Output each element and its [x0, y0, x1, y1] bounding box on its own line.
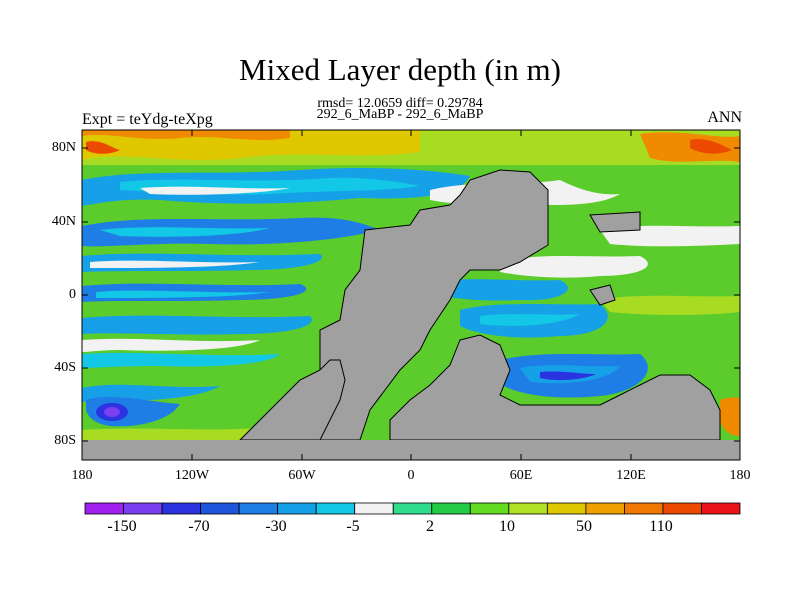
lon-label-60e: 60E — [509, 468, 533, 483]
se-orange — [720, 397, 740, 436]
lon-label-60w: 60W — [288, 468, 316, 483]
colorbar-swatch — [701, 502, 741, 515]
east-lime — [600, 295, 740, 315]
lon-ticks — [81, 130, 741, 460]
colorbar-swatch — [200, 502, 240, 515]
landmass-small-island — [589, 284, 616, 306]
landmass-east-island — [589, 211, 641, 233]
colorbar-label: 110 — [649, 518, 673, 535]
colorbar-swatch — [123, 502, 163, 515]
colorbar-label: 10 — [499, 518, 515, 535]
plot-title: Mixed Layer depth (in m) — [239, 52, 561, 87]
lon-label-180e: 180 — [729, 468, 751, 483]
plot-subtitle: 292_6_MaBP - 292_6_MaBP — [316, 107, 484, 122]
colorbar-swatch — [431, 502, 471, 515]
midlat-white-2 — [90, 260, 260, 268]
arctic-red-west — [86, 141, 120, 154]
eq-cyan — [96, 290, 270, 298]
map-field — [82, 130, 740, 460]
colorbar-label: 50 — [576, 518, 592, 535]
colorbar-swatch — [354, 502, 394, 515]
season-label: ANN — [707, 109, 742, 126]
colorbar-label: -150 — [107, 518, 137, 535]
lat-label-40n: 40N — [51, 214, 76, 229]
atl-white — [500, 256, 648, 278]
landmass-antarctic — [82, 440, 740, 460]
colorbar-swatch — [277, 502, 317, 515]
colorbar-swatch — [315, 502, 356, 515]
experiment-label: Expt = teYdg-teXpg — [82, 111, 213, 128]
lat-label-80s: 80S — [54, 433, 76, 448]
lat-label-40s: 40S — [54, 360, 76, 375]
atl-cyan — [480, 314, 580, 326]
landmass-southwest — [238, 359, 346, 441]
lat-ticks — [82, 147, 740, 442]
landmass-main — [319, 169, 549, 441]
colorbar-swatch — [624, 502, 664, 515]
colorbar-swatch — [546, 502, 587, 515]
colorbar-swatch — [238, 502, 279, 515]
indian-deep — [540, 371, 596, 381]
arctic-orange — [82, 130, 290, 140]
lat-label-0: 0 — [69, 287, 76, 302]
colorbar-swatch — [585, 502, 625, 515]
arctic-red-east — [690, 139, 732, 154]
colorbar-label: 2 — [426, 518, 434, 535]
south-purple — [104, 407, 120, 417]
colorbar-label: -30 — [265, 518, 287, 535]
colorbar-swatch — [662, 502, 702, 515]
colorbar-swatch — [84, 502, 124, 515]
landmass-south — [389, 334, 721, 441]
atl-blue — [430, 279, 568, 301]
colorbar-swatch — [508, 502, 548, 515]
south-blue-1 — [82, 315, 312, 335]
lon-label-120e: 120E — [616, 468, 646, 483]
lon-label-120w: 120W — [174, 468, 210, 483]
lon-label-0: 0 — [407, 468, 415, 483]
colorbar-swatch — [469, 502, 510, 515]
colorbar-label: -5 — [346, 518, 360, 535]
lon-label-180w: 180 — [71, 468, 93, 483]
midlat-cyan-1 — [100, 227, 270, 237]
stats-line: rmsd= 12.0659 diff= 0.29784 — [317, 96, 483, 111]
colorbar-swatch — [161, 502, 201, 515]
south-cyan-1 — [82, 352, 280, 368]
lat-label-80n: 80N — [51, 140, 76, 155]
colorbar-swatch — [392, 502, 433, 515]
npac-white — [140, 186, 290, 195]
colorbar-label: -70 — [188, 518, 210, 535]
ne-white — [600, 225, 740, 247]
colorbar — [84, 502, 741, 515]
south-white-1 — [82, 338, 260, 352]
